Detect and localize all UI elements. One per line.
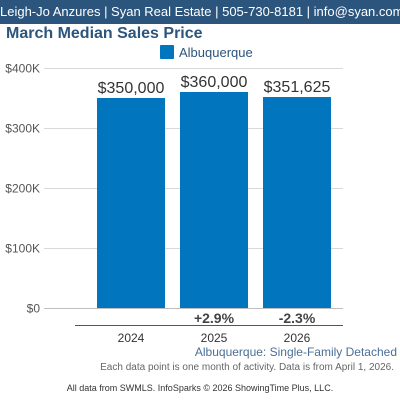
y-tick-label: $200K — [5, 182, 40, 196]
bar-value-label: $360,000 — [181, 74, 248, 91]
bar-value-label: $351,625 — [264, 79, 331, 96]
y-tick-label: $100K — [5, 242, 40, 256]
change-label: -2.3% — [279, 310, 316, 326]
chart-title: March Median Sales Price — [6, 25, 203, 42]
y-tick-label: $0 — [27, 302, 41, 316]
header-bar: Leigh-Jo Anzures | Syan Real Estate | 50… — [0, 0, 400, 24]
header-contact-text: Leigh-Jo Anzures | Syan Real Estate | 50… — [0, 4, 400, 19]
data-note-caption: Each data point is one month of activity… — [100, 362, 394, 373]
y-tick-label: $300K — [5, 122, 40, 136]
x-tick-label: 2024 — [118, 331, 145, 345]
legend-swatch — [160, 45, 174, 59]
change-label: +2.9% — [194, 310, 235, 326]
x-tick-label: 2026 — [284, 331, 311, 345]
bar — [180, 92, 248, 308]
bar — [97, 98, 165, 308]
legend[interactable]: Albuquerque — [160, 44, 253, 60]
y-tick-label: $400K — [5, 62, 40, 76]
bar-value-label: $350,000 — [98, 80, 165, 97]
x-tick-label: 2025 — [201, 331, 228, 345]
geography-caption: Albuquerque: Single-Family Detached — [194, 345, 397, 359]
bar — [263, 97, 331, 309]
legend-label: Albuquerque — [179, 44, 253, 60]
footer-text: All data from SWMLS. InfoSparks © 2026 S… — [66, 383, 334, 393]
